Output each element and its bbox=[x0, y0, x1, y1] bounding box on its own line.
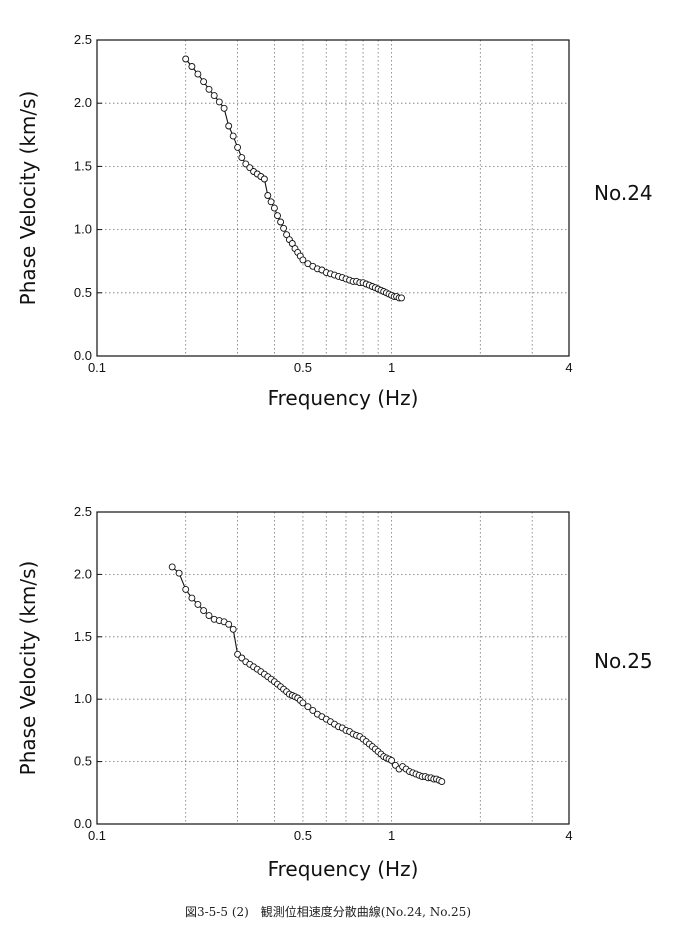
figure-caption: 図3-5-5 (2) 観測位相速度分散曲線(No.24, No.25) bbox=[185, 904, 471, 919]
chart-no24-data-point bbox=[194, 70, 202, 78]
chart-no24-data-point bbox=[200, 78, 208, 86]
chart-no24-y-tick-label: 2.5 bbox=[74, 32, 92, 47]
chart-no25-station-label: No.25 bbox=[594, 649, 653, 673]
chart-no25-y-tick-label: 1.5 bbox=[74, 629, 92, 644]
chart-no25-data-point bbox=[205, 612, 213, 620]
chart-no25-data-point bbox=[182, 585, 190, 593]
chart-no24-data-point bbox=[188, 63, 196, 70]
chart-no24-data-point bbox=[225, 122, 233, 130]
chart-no24-x-tick-label: 0.5 bbox=[294, 360, 312, 375]
chart-no25-x-tick-label: 4 bbox=[565, 828, 572, 843]
chart-no24-data-point bbox=[215, 98, 223, 106]
chart-no24-data-point bbox=[277, 218, 285, 226]
chart-no24-plot-frame bbox=[96, 39, 570, 357]
chart-no25-x-tick-label: 1 bbox=[388, 828, 395, 843]
chart-no24-data-point bbox=[280, 224, 288, 232]
chart-no24-data-point bbox=[205, 85, 213, 93]
chart-no24-station-label: No.24 bbox=[594, 181, 653, 205]
chart-no24-data-point bbox=[229, 132, 237, 140]
chart-no24-series-line bbox=[185, 58, 402, 299]
chart-no24-y-axis-label: Phase Velocity (km/s) bbox=[16, 91, 40, 306]
chart-no25-data-point bbox=[229, 625, 237, 633]
chart-no24-grid bbox=[97, 40, 569, 356]
chart-no24-x-axis-label: Frequency (Hz) bbox=[268, 386, 419, 410]
chart-no24-y-tick-label: 1.0 bbox=[74, 222, 92, 237]
chart-no25-series-line bbox=[171, 566, 443, 783]
chart-no25-grid bbox=[97, 512, 569, 824]
chart-no25-ticks: 0.0 0.5 1.0 1.5 2.0 2.5 0.1 0.5 1 4 bbox=[74, 504, 573, 843]
chart-no24-data-point bbox=[299, 256, 307, 264]
chart-no25-data-point bbox=[175, 569, 183, 577]
chart-no24: 0.0 0.5 1.0 1.5 2.0 2.5 0.1 0.5 1 4 Frequency (Hz… bbox=[16, 32, 653, 410]
chart-no24-data-point bbox=[238, 154, 246, 162]
chart-no25-y-tick-label: 1.0 bbox=[74, 691, 92, 706]
chart-no24-points bbox=[182, 55, 405, 302]
chart-no24-data-point bbox=[398, 294, 405, 302]
chart-no25-data-point bbox=[304, 703, 312, 711]
chart-no25-x-tick-label: 0.1 bbox=[88, 828, 106, 843]
chart-no25-data-point bbox=[194, 600, 202, 608]
chart-no25-x-axis-label: Frequency (Hz) bbox=[268, 857, 419, 881]
chart-no24-data-point bbox=[210, 92, 218, 100]
chart-no24-data-point bbox=[270, 204, 278, 212]
chart-no24-data-point bbox=[220, 104, 228, 112]
chart-no25-y-tick-label: 0.0 bbox=[74, 816, 92, 831]
chart-no24-data-point bbox=[234, 143, 242, 151]
chart-no24-y-tick-label: 2.0 bbox=[74, 95, 92, 110]
chart-no25-data-point bbox=[388, 756, 396, 764]
chart-no25-data-point bbox=[200, 607, 208, 615]
chart-no24-data-point bbox=[267, 198, 275, 206]
chart-no25-y-tick-label: 2.5 bbox=[74, 504, 92, 519]
chart-no25-data-point bbox=[188, 594, 196, 602]
chart-no24-ticks: 0.0 0.5 1.0 1.5 2.0 2.5 0.1 0.5 1 4 bbox=[74, 32, 573, 375]
chart-no25-x-tick-label: 0.5 bbox=[294, 828, 312, 843]
chart-no24-x-tick-label: 0.1 bbox=[88, 360, 106, 375]
chart-no24-x-tick-label: 1 bbox=[388, 360, 395, 375]
chart-no24-data-point bbox=[182, 55, 190, 63]
chart-no24-y-tick-label: 0.5 bbox=[74, 285, 92, 300]
chart-no25-data-point bbox=[225, 620, 233, 628]
chart-no25-data-point bbox=[299, 699, 307, 707]
chart-no24-data-point bbox=[274, 212, 281, 220]
chart-no25-y-tick-label: 0.5 bbox=[74, 754, 92, 769]
chart-no25-y-tick-label: 2.0 bbox=[74, 566, 92, 581]
chart-no24-x-tick-label: 4 bbox=[565, 360, 572, 375]
chart-no25-data-point bbox=[309, 706, 317, 714]
chart-no24-data-point bbox=[260, 175, 268, 183]
chart-no25: 0.0 0.5 1.0 1.5 2.0 2.5 0.1 0.5 1 4 Frequency (Hz… bbox=[16, 504, 653, 881]
chart-no25-data-point bbox=[168, 563, 176, 571]
chart-no24-data-point bbox=[264, 192, 272, 199]
chart-no24-y-tick-label: 0.0 bbox=[74, 348, 92, 363]
chart-no25-data-point bbox=[234, 650, 242, 658]
chart-no25-data-point bbox=[438, 778, 446, 786]
chart-no25-plot-frame bbox=[96, 511, 570, 825]
chart-no25-points bbox=[168, 563, 446, 786]
chart-no24-y-tick-label: 1.5 bbox=[74, 158, 92, 173]
chart-no25-y-axis-label: Phase Velocity (km/s) bbox=[16, 561, 40, 776]
